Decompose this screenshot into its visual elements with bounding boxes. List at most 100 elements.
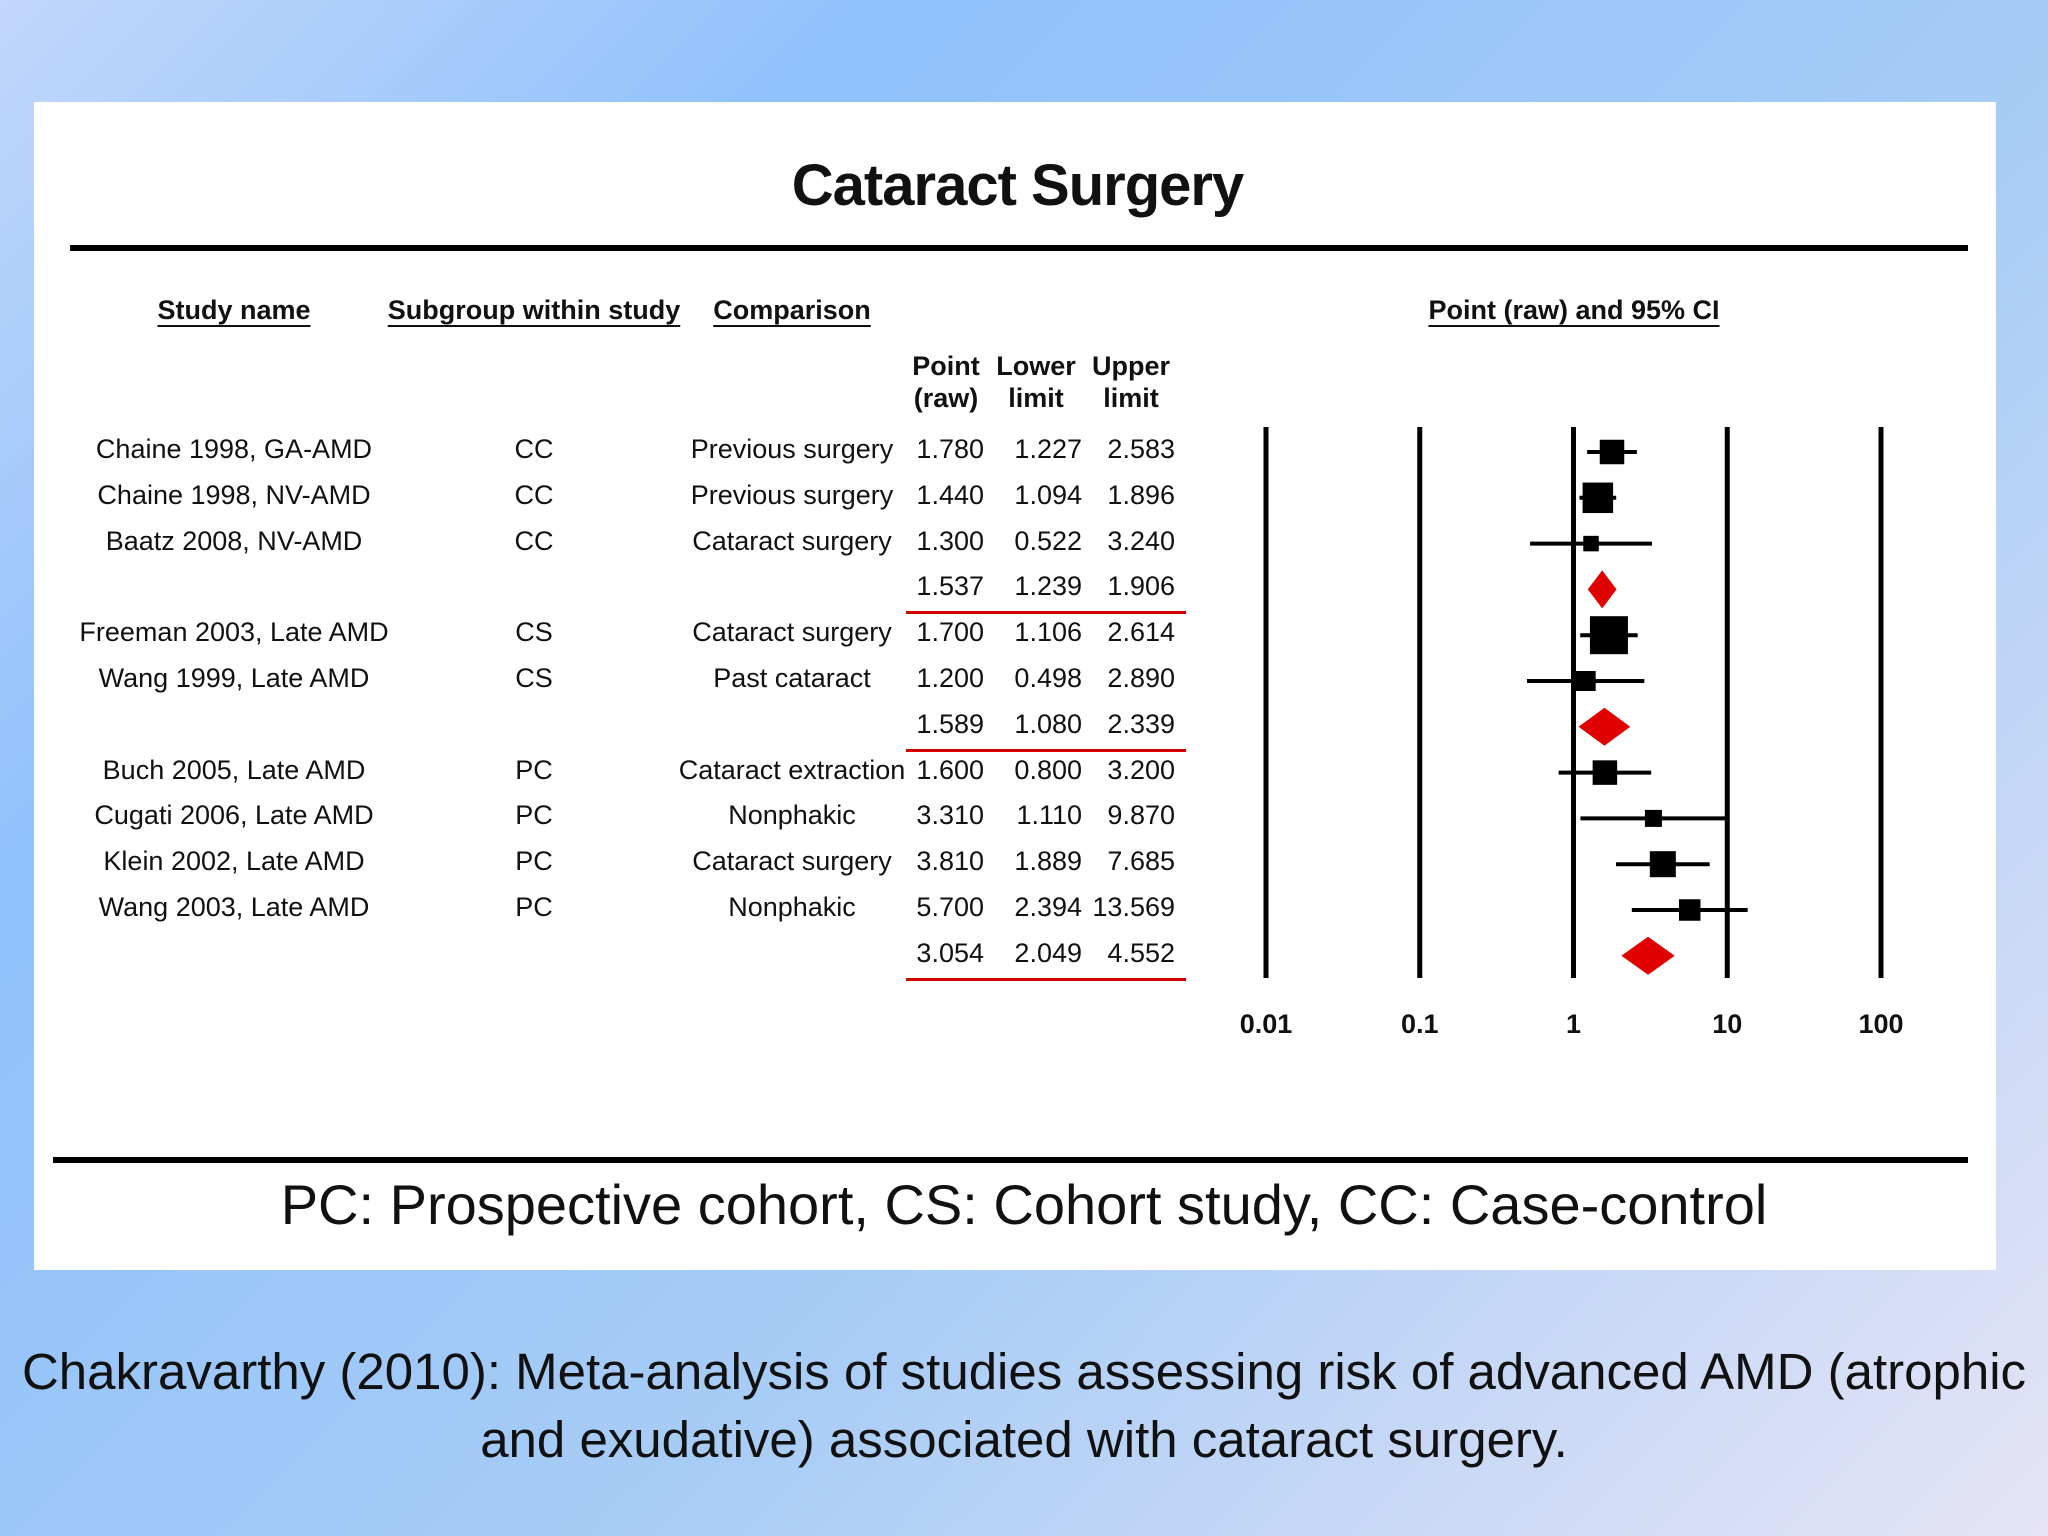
upper-cell: 2.583 bbox=[1107, 434, 1175, 464]
summary-diamond bbox=[1621, 936, 1675, 975]
summary-diamond bbox=[1578, 707, 1631, 746]
lower-cell: 1.889 bbox=[1014, 846, 1082, 877]
lower-cell: 1.227 bbox=[1014, 434, 1082, 464]
upper-cell: 2.890 bbox=[1107, 663, 1175, 693]
point-estimate-marker bbox=[1599, 439, 1625, 465]
header-upper: Upper limit bbox=[1092, 350, 1170, 414]
lower-cell: 1.106 bbox=[1014, 617, 1082, 648]
point-cell: 1.440 bbox=[916, 479, 984, 510]
summary-lower-cell: 1.239 bbox=[1014, 571, 1082, 602]
point-estimate-marker bbox=[1678, 899, 1701, 921]
summary-underline bbox=[906, 977, 1186, 981]
header-plot: Point (raw) and 95% CI bbox=[1428, 295, 1720, 325]
point-estimate-marker bbox=[1583, 535, 1599, 552]
point-cell: 1.700 bbox=[916, 617, 984, 648]
subgroup-cell: CS bbox=[515, 617, 553, 648]
point-estimate-marker bbox=[1589, 616, 1628, 655]
header-lower: Lower limit bbox=[996, 350, 1076, 414]
point-estimate-marker bbox=[1644, 809, 1662, 827]
x-tick-label: 10 bbox=[1712, 1009, 1742, 1039]
subgroup-cell: CC bbox=[514, 479, 554, 510]
study-name-cell: Wang 1999, Late AMD bbox=[98, 663, 370, 693]
comparison-cell: Cataract surgery bbox=[692, 846, 892, 877]
comparison-cell: Cataract extraction bbox=[678, 754, 906, 785]
summary-upper-cell: 4.552 bbox=[1107, 937, 1175, 968]
study-name-cell: Klein 2002, Late AMD bbox=[103, 846, 365, 877]
point-cell: 5.700 bbox=[916, 892, 984, 922]
lower-cell: 0.522 bbox=[1014, 525, 1082, 556]
x-tick-label: 1 bbox=[1566, 1009, 1581, 1039]
lower-cell: 0.800 bbox=[1014, 754, 1082, 785]
upper-cell: 2.614 bbox=[1107, 617, 1175, 648]
comparison-cell: Past cataract bbox=[713, 663, 871, 693]
header-study-name: Study name bbox=[157, 295, 311, 325]
subgroup-cell: CS bbox=[515, 663, 553, 693]
upper-cell: 13.569 bbox=[1092, 892, 1175, 922]
lower-cell: 0.498 bbox=[1014, 663, 1082, 693]
summary-diamond bbox=[1587, 570, 1617, 609]
bottom-rule bbox=[53, 1157, 1968, 1163]
point-cell: 1.200 bbox=[916, 663, 984, 693]
lower-cell: 1.094 bbox=[1014, 479, 1082, 510]
upper-cell: 9.870 bbox=[1107, 800, 1175, 831]
comparison-cell: Cataract surgery bbox=[692, 525, 892, 556]
study-name-cell: Cugati 2006, Late AMD bbox=[94, 800, 374, 831]
upper-cell: 7.685 bbox=[1107, 846, 1175, 877]
header-point: Point (raw) bbox=[912, 350, 980, 414]
header-lower-line1: Lower bbox=[996, 351, 1076, 381]
x-tick-label: 0.1 bbox=[1401, 1009, 1439, 1039]
summary-lower-cell: 2.049 bbox=[1014, 937, 1082, 968]
chart-title: Cataract Surgery bbox=[791, 153, 1244, 218]
study-name-cell: Wang 2003, Late AMD bbox=[98, 892, 370, 922]
point-cell: 1.780 bbox=[916, 434, 984, 464]
summary-underline bbox=[906, 611, 1186, 615]
comparison-cell: Previous surgery bbox=[690, 479, 894, 510]
header-upper-line1: Upper bbox=[1091, 351, 1171, 381]
summary-point-cell: 3.054 bbox=[916, 937, 984, 968]
point-cell: 1.600 bbox=[916, 754, 984, 785]
study-name-cell: Chaine 1998, GA-AMD bbox=[95, 434, 373, 464]
study-name-cell: Chaine 1998, NV-AMD bbox=[97, 479, 371, 510]
lower-cell: 2.394 bbox=[1014, 892, 1082, 922]
point-cell: 3.810 bbox=[916, 846, 984, 877]
x-tick-label: 100 bbox=[1858, 1009, 1903, 1039]
header-point-line2: (raw) bbox=[913, 383, 979, 413]
subgroup-cell: CC bbox=[514, 434, 554, 464]
upper-cell: 3.200 bbox=[1107, 754, 1175, 785]
header-point-line1: Point bbox=[912, 351, 980, 381]
summary-underline bbox=[906, 748, 1186, 752]
summary-upper-cell: 2.339 bbox=[1107, 708, 1175, 739]
comparison-cell: Cataract surgery bbox=[692, 617, 892, 648]
header-comparison: Comparison bbox=[713, 295, 871, 325]
top-rule bbox=[70, 245, 1968, 251]
study-name-cell: Baatz 2008, NV-AMD bbox=[105, 525, 363, 556]
subgroup-cell: CC bbox=[514, 525, 554, 556]
point-estimate-marker bbox=[1649, 851, 1676, 878]
comparison-cell: Nonphakic bbox=[728, 800, 856, 831]
subgroup-cell: PC bbox=[515, 892, 553, 922]
summary-point-cell: 1.537 bbox=[916, 571, 984, 602]
study-name-cell: Buch 2005, Late AMD bbox=[102, 754, 366, 785]
x-tick-label: 0.01 bbox=[1240, 1009, 1293, 1039]
upper-cell: 3.240 bbox=[1107, 525, 1175, 556]
header-subgroup: Subgroup within study bbox=[387, 295, 681, 325]
point-estimate-marker bbox=[1575, 671, 1596, 691]
upper-cell: 1.896 bbox=[1107, 479, 1175, 510]
subgroup-cell: PC bbox=[515, 754, 553, 785]
summary-lower-cell: 1.080 bbox=[1014, 708, 1082, 739]
point-estimate-marker bbox=[1582, 482, 1614, 514]
summary-point-cell: 1.589 bbox=[916, 708, 984, 739]
point-cell: 3.310 bbox=[916, 800, 984, 831]
point-cell: 1.300 bbox=[916, 525, 984, 556]
slide-panel bbox=[34, 102, 1996, 1270]
summary-upper-cell: 1.906 bbox=[1107, 571, 1175, 602]
point-estimate-marker bbox=[1592, 760, 1618, 785]
header-upper-line2: limit bbox=[1103, 383, 1159, 413]
study-name-cell: Freeman 2003, Late AMD bbox=[79, 617, 389, 648]
header-lower-line2: limit bbox=[1008, 383, 1064, 413]
comparison-cell: Previous surgery bbox=[690, 434, 894, 464]
comparison-cell: Nonphakic bbox=[728, 892, 856, 922]
subgroup-cell: PC bbox=[515, 800, 553, 831]
lower-cell: 1.110 bbox=[1016, 800, 1082, 831]
